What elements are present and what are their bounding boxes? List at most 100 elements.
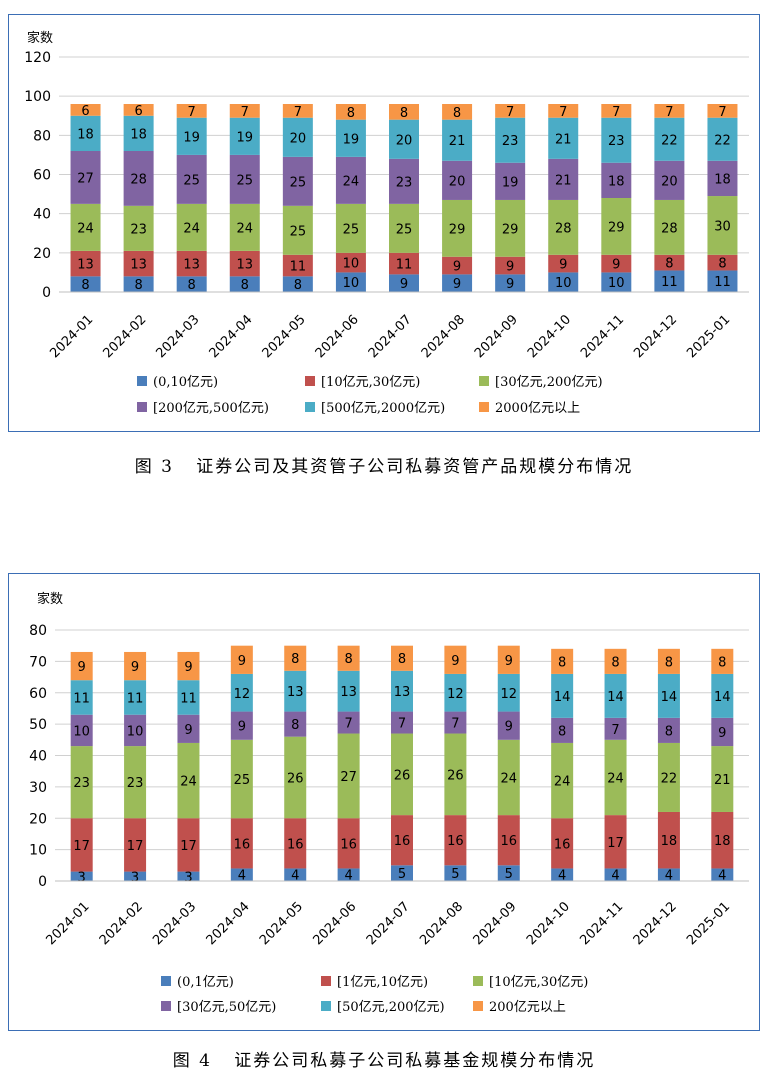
- data-label: 9: [505, 720, 513, 735]
- bar-segment: [391, 815, 413, 866]
- data-label: 21: [449, 134, 466, 149]
- y-tick-label: 30: [29, 780, 47, 796]
- bar-segment: [389, 252, 419, 275]
- bar-segment: [444, 815, 467, 866]
- data-label: 9: [453, 277, 461, 292]
- y-tick-label: 60: [29, 686, 47, 702]
- data-label: 7: [718, 105, 726, 120]
- bar-segment: [123, 115, 154, 151]
- legend-item: [30亿元,200亿元): [479, 371, 603, 390]
- x-tick-label: 2024-05: [257, 899, 306, 948]
- data-label: 23: [396, 175, 413, 190]
- bar-segment: [230, 739, 253, 819]
- data-label: 7: [559, 105, 567, 120]
- bar-segment: [711, 811, 734, 869]
- bar-segment: [124, 714, 147, 747]
- legend-label: (0,1亿元): [177, 975, 234, 990]
- data-label: 13: [394, 685, 411, 700]
- legend-label: [50亿元,200亿元): [337, 1000, 445, 1015]
- bar-segment: [495, 117, 526, 163]
- data-label: 9: [718, 726, 726, 741]
- bar-segment: [444, 865, 467, 881]
- data-label: 11: [661, 275, 678, 290]
- data-label: 16: [234, 837, 251, 852]
- data-label: 7: [398, 717, 406, 732]
- data-label: 20: [396, 133, 413, 148]
- bar-segment: [654, 117, 685, 161]
- data-label: 11: [396, 258, 413, 273]
- y-tick-label: 40: [33, 207, 51, 223]
- data-label: 3: [131, 870, 139, 885]
- bar-segment: [70, 151, 101, 204]
- data-label: 5: [398, 867, 406, 882]
- bar-segment: [177, 742, 200, 819]
- bar-segment: [601, 117, 632, 163]
- data-label: 26: [287, 771, 304, 786]
- chart-2-caption: 图 4 证券公司私募子公司私募基金规模分布情况: [172, 1051, 596, 1071]
- x-tick-label: 2024-11: [577, 899, 626, 948]
- data-label: 25: [290, 224, 307, 239]
- data-label: 19: [183, 130, 200, 145]
- data-label: 11: [180, 691, 197, 706]
- y-tick-label: 40: [29, 749, 47, 765]
- x-tick-label: 2024-08: [419, 312, 468, 361]
- bar-segment: [123, 151, 154, 206]
- data-label: 25: [234, 773, 251, 788]
- data-label: 12: [234, 687, 251, 702]
- bar-segment: [70, 680, 93, 715]
- data-label: 4: [344, 869, 352, 884]
- bar-segment: [391, 733, 413, 816]
- data-label: 24: [607, 771, 624, 786]
- data-label: 14: [554, 690, 571, 705]
- legend-label: 200亿元以上: [489, 1000, 566, 1015]
- bar-segment: [124, 746, 147, 819]
- bar-segment: [442, 119, 473, 161]
- chart-1-frame: 家数 0 20 40 60 80 100 120 8 13 24 27 18 6 2024-01 8 13 23…: [8, 14, 760, 432]
- data-label: 9: [453, 260, 461, 275]
- bar-segment: [229, 154, 260, 204]
- bar-segment: [176, 104, 207, 118]
- bar-segment: [123, 205, 154, 251]
- data-label: 9: [238, 654, 246, 669]
- bar-segment: [497, 865, 520, 881]
- data-label: 8: [344, 652, 352, 667]
- bar-segment: [495, 199, 526, 257]
- data-label: 29: [608, 220, 625, 235]
- bar-segment: [177, 871, 200, 881]
- x-tick-label: 2024-04: [204, 899, 253, 948]
- bar-segment: [444, 733, 467, 816]
- data-label: 29: [449, 222, 466, 237]
- legend-swatch: [137, 401, 147, 412]
- x-tick-label: 2024-07: [364, 899, 413, 948]
- bar-segment: [230, 711, 253, 740]
- data-label: 6: [134, 104, 142, 119]
- data-label: 22: [661, 771, 678, 786]
- bar-segment: [70, 104, 101, 116]
- bar-segment: [601, 198, 632, 255]
- data-label: 24: [343, 174, 360, 189]
- x-tick-label: 2024-08: [417, 899, 466, 948]
- data-label: 7: [451, 717, 459, 732]
- legend-swatch: [161, 1000, 171, 1011]
- bar-segment: [711, 648, 734, 674]
- data-label: 8: [611, 655, 619, 670]
- data-label: 23: [127, 776, 144, 791]
- bar-segment: [391, 645, 413, 671]
- data-label: 17: [607, 836, 624, 851]
- data-label: 16: [554, 837, 571, 852]
- bar-segment: [335, 104, 366, 120]
- chart-1-plot: 0 20 40 60 80 100 120 8 13 24 27 18 6 2024-01 8 13 23 28 1…: [24, 50, 749, 361]
- bar-segment: [176, 203, 207, 251]
- data-label: 24: [236, 221, 253, 236]
- data-label: 11: [73, 691, 90, 706]
- legend-item: (0,1亿元): [161, 971, 234, 990]
- data-label: 13: [183, 258, 200, 273]
- bar-segment: [601, 162, 632, 198]
- data-label: 9: [506, 260, 514, 275]
- bar-segment: [604, 815, 627, 869]
- legend-swatch: [479, 375, 489, 386]
- data-label: 9: [184, 660, 192, 675]
- x-tick-label: 2024-03: [150, 899, 199, 948]
- data-label: 20: [449, 174, 466, 189]
- bar-segment: [654, 104, 685, 118]
